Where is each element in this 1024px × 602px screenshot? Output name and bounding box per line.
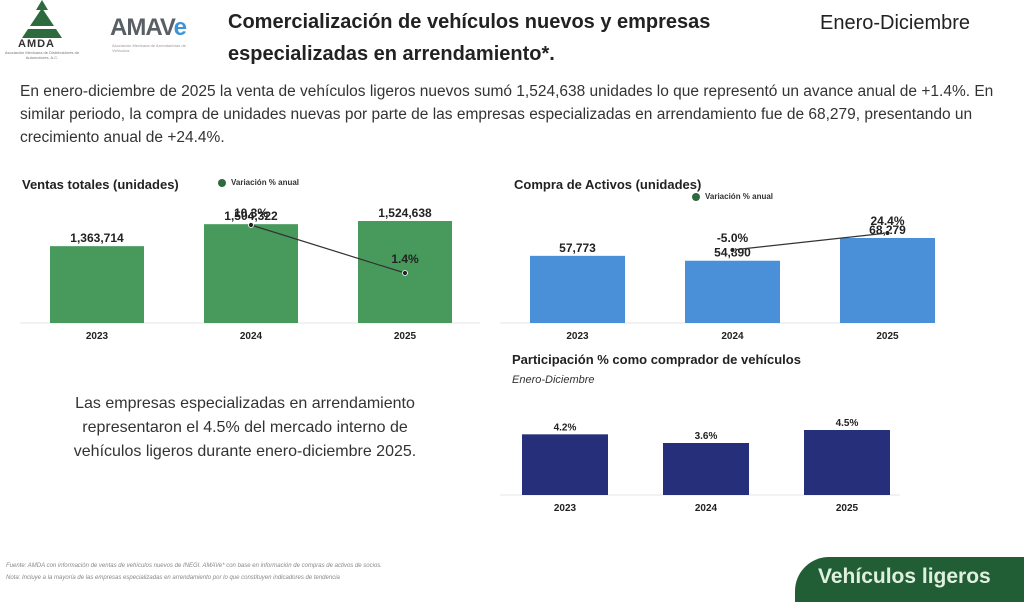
bar — [50, 246, 144, 323]
amda-logo-icon — [22, 0, 62, 38]
legend-label: Variación % anual — [705, 192, 774, 201]
amda-logo-text: AMDA — [18, 38, 55, 50]
bar-value-label: 57,773 — [559, 241, 596, 255]
bar — [204, 224, 298, 323]
x-tick-label: 2023 — [86, 331, 109, 342]
variation-point — [402, 270, 408, 276]
section-tab-label: Vehículos ligeros — [818, 565, 991, 588]
x-tick-label: 2024 — [695, 503, 718, 514]
legend-dot-icon — [218, 178, 226, 187]
footnote-source: Fuente: AMDA con información de ventas d… — [6, 563, 382, 569]
amave-logo: AMAVe — [110, 14, 187, 41]
bar — [685, 260, 780, 323]
amave-logo-subtitle: Asociación Mexicana de Arrendadoras de V… — [112, 43, 186, 53]
legend-dot-icon — [692, 192, 700, 201]
variation-label: 10.3% — [234, 206, 268, 220]
x-tick-label: 2024 — [240, 331, 263, 342]
chart-participacion-title: Participación % como comprador de vehícu… — [512, 352, 801, 367]
chart-participacion: 4.2% 2023 3.6% 2024 4.5% 2025 — [500, 418, 900, 514]
x-tick-label: 2023 — [566, 331, 589, 342]
x-tick-label: 2024 — [721, 331, 744, 342]
footnote-note: Nota: Incluye a la mayoría de las empres… — [6, 575, 340, 581]
chart-ventas: 1,363,714 2023 1,504,322 2024 1,524,638 2025 1… — [20, 206, 480, 342]
x-tick-label: 2025 — [876, 331, 899, 342]
period-label: Enero-Diciembre — [820, 12, 971, 34]
bar-value-label: 3.6% — [695, 431, 718, 442]
bar-value-label: 1,504,322 — [224, 209, 278, 223]
intro-paragraph: En enero-diciembre de 2025 la venta de v… — [20, 83, 994, 146]
variation-point — [884, 230, 891, 236]
x-tick-label: 2025 — [394, 331, 417, 342]
variation-label: 24.4% — [870, 214, 904, 228]
variation-line — [250, 224, 406, 274]
chart-activos-title: Compra de Activos (unidades) — [514, 177, 702, 192]
x-tick-label: 2025 — [836, 503, 859, 514]
chart-activos-legend: Variación % anual — [692, 192, 773, 201]
bar-value-label: 4.2% — [554, 422, 577, 433]
bar — [840, 238, 935, 323]
section-tab — [795, 557, 1024, 602]
chart-participacion-subtitle: Enero-Diciembre — [512, 374, 595, 386]
callout-text: Las empresas especializadas en arrendami… — [73, 395, 417, 460]
variation-label: -5.0% — [717, 231, 749, 245]
variation-line — [732, 232, 888, 251]
bar — [522, 434, 608, 495]
chart-ventas-legend: Variación % anual — [218, 178, 299, 187]
bar-value-label: 1,524,638 — [378, 206, 432, 220]
amda-logo-subtitle: Asociación Mexicana de Distribuidores de… — [4, 50, 80, 60]
variation-point — [729, 247, 736, 253]
variation-label: 1.4% — [391, 252, 419, 266]
bar-value-label: 1,363,714 — [70, 231, 124, 245]
page-title: Comercialización de vehículos nuevos y e… — [228, 11, 711, 65]
bar — [530, 255, 625, 323]
variation-point — [248, 222, 254, 228]
bar-value-label: 4.5% — [836, 418, 859, 429]
x-tick-label: 2023 — [554, 503, 577, 514]
bar — [663, 443, 749, 495]
bar — [804, 430, 890, 495]
legend-label: Variación % anual — [231, 178, 300, 187]
chart-ventas-title: Ventas totales (unidades) — [22, 177, 179, 192]
